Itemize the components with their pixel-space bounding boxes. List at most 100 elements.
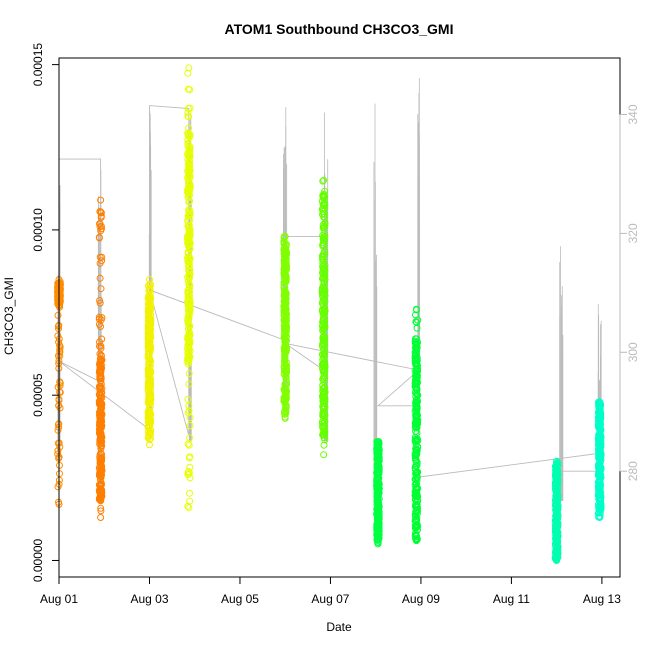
- data-point: [319, 191, 327, 199]
- data-point: [146, 436, 153, 444]
- data-point: [595, 482, 603, 490]
- data-point: [184, 140, 192, 147]
- data-point: [373, 469, 381, 477]
- data-point: [597, 425, 605, 433]
- data-point: [184, 217, 192, 225]
- y-axis: 0.00000 0.00005 0.00010 0.00015: [31, 43, 60, 582]
- data-point: [320, 377, 328, 385]
- data-point: [552, 554, 560, 562]
- data-point: [185, 272, 193, 280]
- data-point: [186, 131, 194, 139]
- data-point: [185, 355, 193, 363]
- data-point: [411, 354, 419, 362]
- data-point: [319, 410, 327, 418]
- data-point: [186, 197, 194, 205]
- data-point: [282, 255, 290, 263]
- data-point: [320, 273, 328, 281]
- data-point: [373, 479, 381, 487]
- x-tick-label-4: Aug 09: [402, 592, 440, 606]
- data-point: [552, 528, 560, 536]
- data-point: [553, 459, 561, 467]
- y-tick-label-0: 0.00000: [31, 538, 45, 582]
- data-point: [96, 220, 104, 228]
- point-cluster-9: [594, 398, 605, 521]
- data-point: [552, 485, 559, 493]
- data-point: [553, 556, 561, 564]
- data-point: [281, 405, 289, 413]
- data-point: [185, 441, 193, 449]
- data-point: [321, 222, 329, 230]
- data-point: [147, 367, 154, 375]
- point-cluster-3: [184, 64, 194, 512]
- data-point: [321, 187, 329, 195]
- data-point: [280, 287, 288, 295]
- data-point: [412, 469, 420, 477]
- data-point: [185, 198, 193, 206]
- data-point: [145, 306, 153, 314]
- data-point: [319, 316, 327, 324]
- data-point: [596, 477, 604, 485]
- data-point: [145, 275, 153, 283]
- data-point: [281, 233, 289, 241]
- data-point: [146, 320, 154, 328]
- data-point: [185, 212, 193, 220]
- data-point: [374, 500, 382, 508]
- secondary-series: [57, 78, 602, 501]
- data-point: [97, 416, 105, 424]
- data-point: [145, 441, 153, 449]
- point-cluster-2: [144, 275, 155, 449]
- data-point: [553, 501, 560, 509]
- data-point: [97, 507, 105, 515]
- data-point: [145, 298, 153, 306]
- data-point: [374, 540, 382, 548]
- data-point: [56, 379, 64, 387]
- data-point: [413, 319, 421, 326]
- data-point: [184, 360, 192, 368]
- data-point: [413, 446, 421, 454]
- data-point: [186, 161, 194, 168]
- data-point: [411, 512, 419, 520]
- data-point: [413, 386, 421, 394]
- data-point: [280, 310, 288, 318]
- data-point: [596, 415, 604, 423]
- data-point: [321, 307, 329, 315]
- data-point: [184, 356, 192, 364]
- data-point: [147, 419, 154, 427]
- data-point: [281, 345, 289, 353]
- data-point: [282, 299, 290, 307]
- data-point: [597, 466, 605, 474]
- data-point: [96, 350, 104, 358]
- data-point: [320, 284, 327, 292]
- data-point: [96, 359, 104, 366]
- data-point: [186, 422, 194, 430]
- data-point: [146, 284, 153, 292]
- data-point: [185, 172, 193, 180]
- data-point: [54, 447, 62, 455]
- data-point: [186, 308, 194, 316]
- data-point: [147, 321, 155, 329]
- data-point: [184, 143, 192, 151]
- data-point: [145, 287, 153, 295]
- data-point: [184, 315, 192, 322]
- data-point: [96, 456, 104, 464]
- data-point: [282, 341, 289, 349]
- data-point: [595, 406, 603, 414]
- data-point: [98, 335, 106, 343]
- data-point: [412, 532, 420, 540]
- data-point: [321, 358, 329, 366]
- data-point: [282, 273, 290, 281]
- data-point: [184, 85, 192, 93]
- data-point: [281, 318, 288, 326]
- data-point: [551, 555, 559, 563]
- data-point: [144, 381, 152, 389]
- data-point: [374, 536, 382, 544]
- data-point: [597, 474, 605, 482]
- data-point: [97, 385, 104, 392]
- data-point: [413, 416, 421, 424]
- data-point: [96, 429, 104, 437]
- data-point: [374, 520, 382, 528]
- data-point: [413, 435, 421, 443]
- x-tick-label-1: Aug 03: [130, 592, 168, 606]
- data-point: [411, 437, 419, 445]
- data-point: [282, 337, 290, 345]
